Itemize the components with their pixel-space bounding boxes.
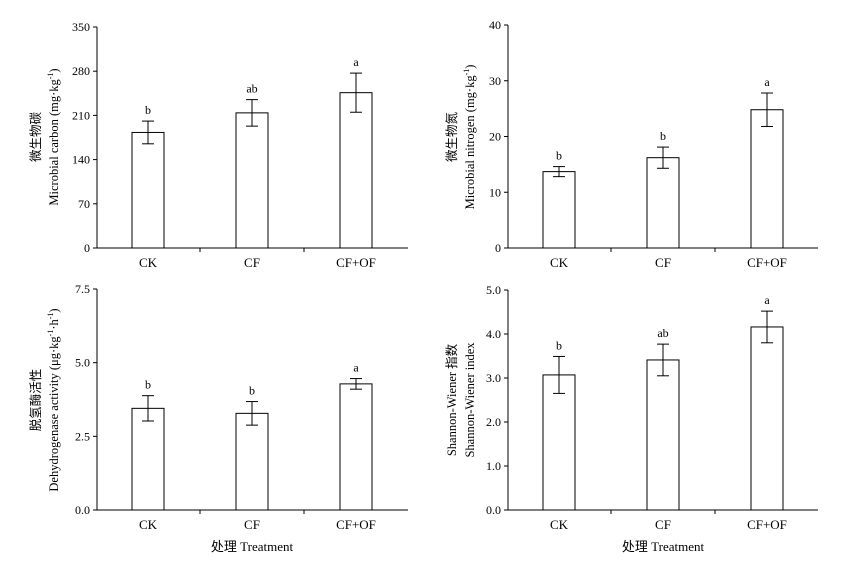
- y-tick-label: 350: [72, 20, 90, 34]
- category-label: CF+OF: [747, 255, 787, 270]
- y-tick-label: 2.5: [75, 429, 90, 443]
- y-tick-label: 10: [489, 185, 501, 199]
- significance-label: b: [145, 103, 151, 117]
- category-label: CK: [550, 517, 569, 532]
- y-tick-label: 40: [489, 18, 501, 32]
- y-axis-label-en: Dehydrogenase activity (μg·kg-1·h-1): [46, 308, 61, 491]
- y-axis-label-cn: 微生物碳: [29, 112, 43, 163]
- y-axis-label-en: Shannon-Wiener index: [463, 342, 477, 458]
- bar-ck: [131, 407, 165, 511]
- y-tick-label: 20: [489, 130, 501, 144]
- y-axis-label-en: Microbial carbon (mg·kg-1): [46, 68, 61, 205]
- bar-cf-of: [750, 326, 784, 511]
- significance-label: b: [556, 338, 562, 352]
- y-tick-label: 3.0: [486, 371, 501, 385]
- y-tick-label: 0: [495, 241, 501, 255]
- category-label: CF+OF: [747, 517, 787, 532]
- x-axis-title: 处理 Treatment: [211, 539, 294, 554]
- significance-label: a: [764, 293, 770, 307]
- y-tick-label: 0.0: [486, 503, 501, 517]
- panel-microbial-carbon: 0 70 140 210 280 350 b CK ab CF a CF+OF 微生物碳 Microb…: [29, 20, 408, 270]
- category-label: CF: [655, 255, 671, 270]
- category-label: CF: [244, 517, 260, 532]
- y-tick-label: 30: [489, 74, 501, 88]
- significance-label: b: [249, 384, 255, 398]
- bar-ck: [542, 374, 576, 511]
- significance-label: a: [353, 55, 359, 69]
- category-label: CK: [139, 255, 158, 270]
- chart-marks: 0 70 140 210 280 350 b CK ab CF a CF+OF: [72, 20, 376, 270]
- y-tick-label: 2.0: [486, 415, 501, 429]
- panel-dehydrogenase-activity: 0.0 2.5 5.0 7.5 b CK b CF a CF+OF 脱氢酶活性 Dehydroge…: [28, 282, 408, 554]
- significance-label: b: [145, 378, 151, 392]
- category-label: CF: [655, 517, 671, 532]
- y-tick-label: 0.0: [75, 503, 90, 517]
- y-tick-label: 7.5: [75, 282, 90, 296]
- y-tick-label: 70: [78, 197, 90, 211]
- y-axis-label-cn: 微生物氮: [444, 112, 459, 163]
- chart-marks: 0.0 2.5 5.0 7.5 b CK b CF a CF+OF: [75, 282, 376, 532]
- bar-ck: [542, 171, 576, 249]
- panel-shannon-wiener-index: 0.0 1.0 2.0 3.0 4.0 5.0 b CK ab CF a CF+OF Shannon-…: [444, 283, 818, 554]
- y-tick-label: 0: [84, 241, 90, 255]
- y-tick-label: 5.0: [486, 283, 501, 297]
- y-tick-label: 210: [72, 108, 90, 122]
- significance-label: a: [353, 361, 359, 375]
- significance-label: b: [660, 129, 666, 143]
- bar-cf-of: [339, 383, 373, 511]
- significance-label: ab: [246, 82, 257, 96]
- bar-cf-of: [339, 92, 373, 249]
- category-label: CF: [244, 255, 260, 270]
- category-label: CF+OF: [336, 255, 376, 270]
- category-label: CF+OF: [336, 517, 376, 532]
- y-axis-label-cn: Shannon-Wiener 指数: [444, 343, 459, 456]
- y-tick-label: 5.0: [75, 356, 90, 370]
- category-label: CK: [550, 255, 569, 270]
- bar-cf-of: [750, 109, 784, 249]
- bar-cf: [235, 412, 269, 511]
- bar-cf: [646, 157, 680, 249]
- chart-marks: 0.0 1.0 2.0 3.0 4.0 5.0 b CK ab CF a CF+OF: [486, 283, 787, 532]
- chart-marks: 0 10 20 30 40 b CK b CF a CF+OF: [489, 18, 787, 270]
- bar-cf: [646, 359, 680, 511]
- x-axis-title: 处理 Treatment: [622, 539, 705, 554]
- significance-label: a: [764, 75, 770, 89]
- bar-cf: [235, 112, 269, 249]
- y-tick-label: 1.0: [486, 459, 501, 473]
- significance-label: b: [556, 149, 562, 163]
- y-tick-label: 140: [72, 153, 90, 167]
- significance-label: ab: [657, 326, 668, 340]
- y-axis-label-en: Microbial nitrogen (mg·kg-1): [462, 65, 477, 210]
- category-label: CK: [139, 517, 158, 532]
- panel-microbial-nitrogen: 0 10 20 30 40 b CK b CF a CF+OF 微生物氮 Microbial nit…: [444, 18, 818, 270]
- y-axis-label-cn: 脱氢酶活性: [28, 369, 43, 432]
- y-tick-label: 4.0: [486, 327, 501, 341]
- y-tick-label: 280: [72, 64, 90, 78]
- bar-ck: [131, 131, 165, 249]
